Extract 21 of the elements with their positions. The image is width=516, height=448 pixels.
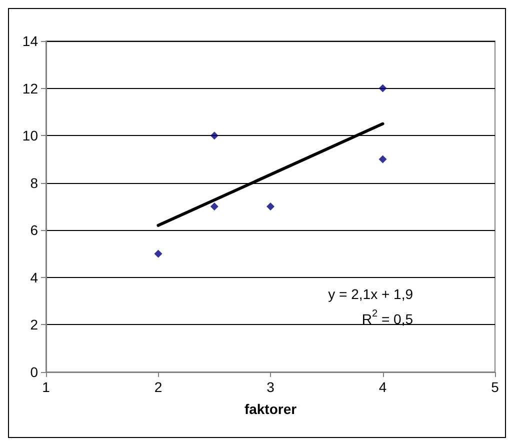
y-tick-label: 8 bbox=[30, 174, 38, 191]
x-tick-label: 1 bbox=[42, 379, 50, 395]
y-tick-label: 14 bbox=[22, 33, 38, 49]
x-tick-label: 2 bbox=[154, 379, 162, 395]
y-tick-label: 10 bbox=[22, 128, 38, 144]
x-tick-label: 5 bbox=[491, 379, 500, 395]
x-tick-label: 4 bbox=[378, 379, 387, 395]
point bbox=[266, 202, 274, 210]
y-tick-label: 4 bbox=[30, 269, 38, 286]
point bbox=[378, 84, 387, 92]
y-tick-label: 2 bbox=[30, 316, 38, 333]
x-tick-label: 3 bbox=[266, 379, 275, 395]
y-tick-label: 0 bbox=[30, 364, 38, 380]
point bbox=[154, 250, 162, 258]
x-axis-title: faktorer bbox=[244, 401, 298, 417]
point bbox=[210, 202, 218, 210]
y-tick-label: 6 bbox=[30, 222, 38, 238]
y-tick-label: 12 bbox=[22, 80, 38, 96]
point bbox=[210, 132, 218, 140]
annotation: y = 2,1x + 1,9 bbox=[328, 286, 414, 302]
point bbox=[378, 155, 387, 164]
